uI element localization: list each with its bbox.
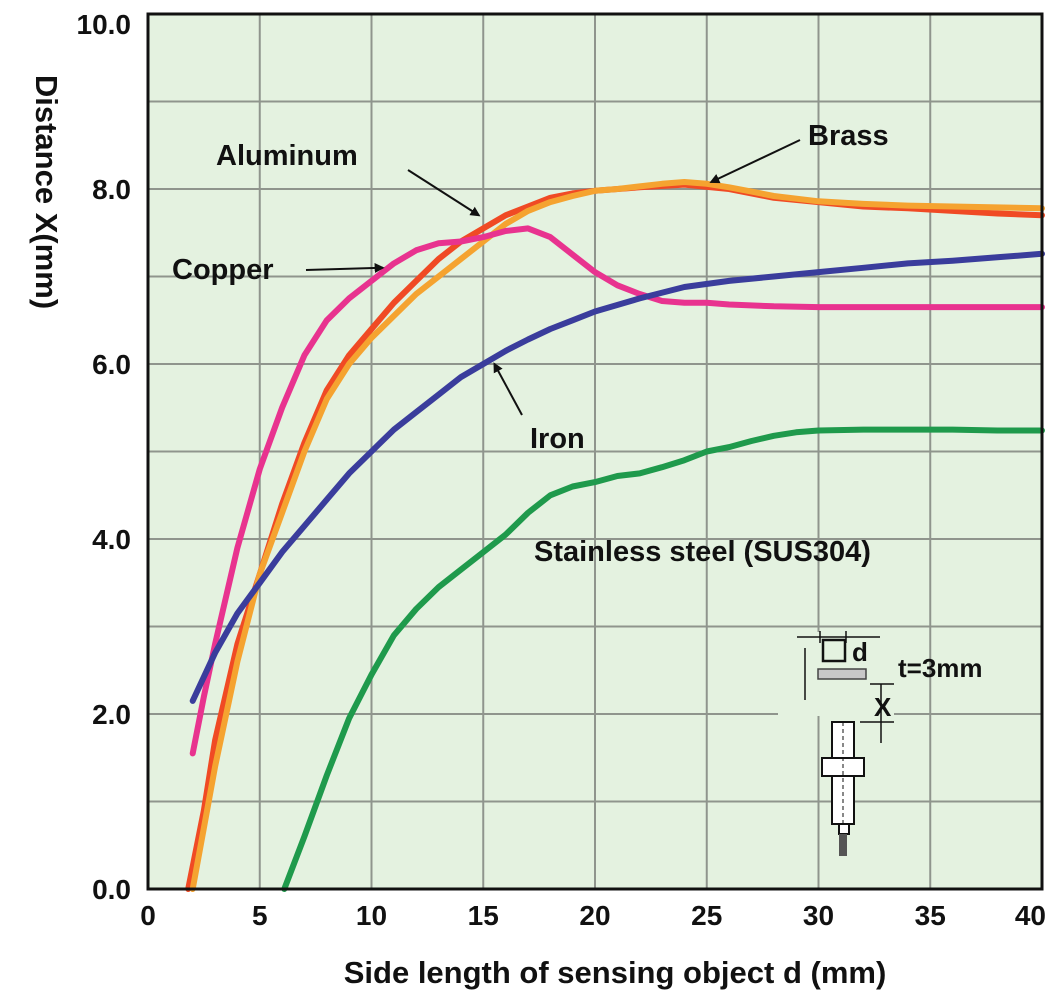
annotation-label-copper: Copper	[172, 254, 274, 286]
annotation-label-brass: Brass	[808, 120, 889, 152]
annotation-label-iron: Iron	[530, 423, 585, 455]
x-tick-label: 15	[468, 900, 499, 931]
annotation-arrow-aluminum	[407, 169, 481, 217]
x-tick-label: 30	[803, 900, 834, 931]
dimension-lines	[797, 631, 894, 743]
x-tick-label: 40	[1015, 900, 1046, 931]
annotation-arrow-brass	[709, 139, 801, 184]
y-tick-label: 8.0	[92, 174, 131, 205]
annotation-label-aluminum: Aluminum	[216, 140, 358, 172]
x-tick-label: 0	[140, 900, 156, 931]
series-lines	[185, 179, 1045, 892]
inset-thickness-label: t=3mm	[898, 653, 983, 683]
series-line-1	[189, 179, 1045, 892]
x-axis-title: Side length of sensing object d (mm)	[344, 955, 887, 990]
y-tick-labels: 0.0 2.0 4.0 6.0 8.0 10.0	[77, 9, 132, 905]
y-tick-label: 0.0	[92, 874, 131, 905]
x-tick-label: 20	[579, 900, 610, 931]
inset-distance-label: X	[874, 692, 892, 722]
y-tick-label: 2.0	[92, 699, 131, 730]
x-tick-label: 35	[915, 900, 946, 931]
series-line-4	[281, 426, 1045, 892]
series-annotations: Aluminum Brass Copper Iron Stainless steel (…	[172, 120, 889, 568]
sensor-diagram: d t=3mm X	[778, 631, 983, 856]
series-line-3	[189, 250, 1045, 704]
y-tick-label: 6.0	[92, 349, 131, 380]
target-plate	[817, 668, 867, 680]
annotation-arrow-copper	[305, 262, 385, 273]
y-tick-label: 4.0	[92, 524, 131, 555]
plot-frame	[146, 12, 1044, 891]
x-tick-label: 5	[252, 900, 268, 931]
annotation-arrow-iron	[493, 362, 523, 416]
target-square	[821, 638, 847, 663]
y-tick-label: 10.0	[77, 9, 132, 40]
annotation-label-sus: Stainless steel (SUS304)	[534, 536, 871, 568]
x-tick-label: 10	[356, 900, 387, 931]
x-tick-label: 25	[691, 900, 722, 931]
x-tick-labels: 0 5 10 15 20 25 30 35 40	[140, 900, 1046, 931]
sensor-cable	[839, 834, 847, 856]
series-line-2	[189, 225, 1045, 757]
y-axis-title: Distance X(mm)	[29, 75, 64, 309]
inset-d-label: d	[852, 637, 868, 667]
